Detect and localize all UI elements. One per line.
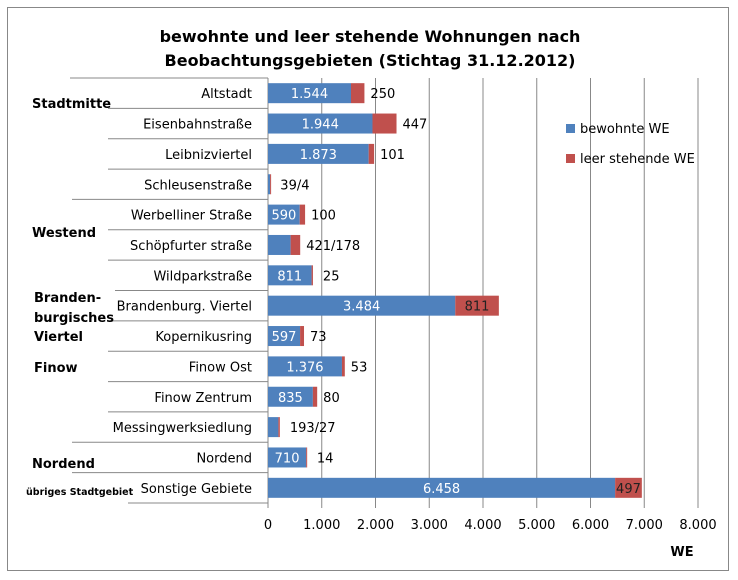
data-label-bewohnte: 811 — [277, 269, 302, 284]
bar-bewohnte — [268, 295, 456, 316]
group-label: Finow — [34, 361, 78, 376]
x-tick-label: 3.000 — [411, 518, 448, 533]
bar-bewohnte — [268, 447, 307, 468]
x-tick-label: 2.000 — [357, 518, 394, 533]
bar-leer — [300, 326, 305, 347]
x-tick-label: 7.000 — [626, 518, 663, 533]
x-tick-label: 5.000 — [518, 518, 555, 533]
bar-bewohnte — [268, 113, 373, 134]
data-label-leer: 497 — [616, 482, 641, 497]
x-axis-label: WE — [670, 545, 693, 560]
group-label: Branden- — [34, 291, 101, 306]
bar-leer — [372, 113, 397, 134]
bar-leer — [368, 143, 375, 164]
group-label: burgisches — [34, 311, 114, 326]
category-label: Messingwerksiedlung — [113, 421, 252, 436]
data-label-leer: 193/27 — [290, 421, 336, 436]
bar-bewohnte — [268, 234, 291, 255]
data-label-leer: 53 — [351, 360, 368, 375]
x-tick-label: 4.000 — [464, 518, 501, 533]
data-label-leer: 101 — [380, 148, 405, 163]
data-label-bewohnte: 590 — [271, 209, 296, 224]
bar-leer — [278, 417, 280, 438]
bar-bewohnte — [268, 83, 351, 104]
category-label: Sonstige Gebiete — [141, 482, 252, 497]
bar-leer — [270, 174, 272, 195]
category-label: Wildparkstraße — [153, 269, 252, 284]
bar-leer — [311, 265, 313, 286]
data-label-bewohnte: 3.484 — [343, 300, 380, 315]
chart-title-line1: bewohnte und leer stehende Wohnungen nac… — [160, 27, 581, 46]
group-label: Nordend — [32, 457, 95, 472]
data-label-leer: 14 — [317, 451, 334, 466]
group-label: Viertel — [34, 330, 83, 345]
category-label: Nordend — [196, 451, 252, 466]
legend-swatch-leer — [566, 154, 575, 163]
category-label: Schöpfurter straße — [130, 239, 252, 254]
data-label-leer: 811 — [465, 300, 490, 315]
chart-title-line2: Beobachtungsgebieten (Stichtag 31.12.201… — [165, 51, 576, 70]
bar-bewohnte — [268, 143, 369, 164]
bar-leer — [290, 234, 301, 255]
bar-bewohnte — [268, 174, 271, 195]
bar-leer — [350, 83, 365, 104]
data-label-leer: 39/4 — [280, 178, 309, 193]
x-tick-label: 1.000 — [303, 518, 340, 533]
category-label: Brandenburg. Viertel — [117, 300, 252, 315]
category-label: Leibnizviertel — [165, 148, 252, 163]
x-tick-label: 8.000 — [679, 518, 716, 533]
bar-bewohnte — [268, 356, 342, 377]
bar-bewohnte — [268, 204, 300, 225]
data-label-bewohnte: 1.944 — [302, 118, 339, 133]
data-label-leer: 250 — [370, 87, 395, 102]
bar-leer — [615, 477, 642, 498]
data-label-leer: 447 — [403, 118, 428, 133]
bar-leer — [306, 447, 308, 468]
data-label-leer: 73 — [310, 330, 327, 345]
bar-leer — [341, 356, 345, 377]
data-label-bewohnte: 835 — [278, 391, 303, 406]
group-label: übriges Stadtgebiet — [26, 487, 134, 498]
category-label: Kopernikusring — [155, 330, 252, 345]
category-label: Schleusenstraße — [144, 178, 252, 193]
bar-bewohnte — [268, 326, 301, 347]
group-label: Westend — [32, 226, 96, 241]
category-label: Werbelliner Straße — [131, 209, 252, 224]
group-label: Stadtmitte — [32, 97, 111, 112]
data-label-bewohnte: 1.873 — [300, 148, 337, 163]
legend-swatch-bewohnte — [566, 124, 575, 133]
legend-label-leer: leer stehende WE — [580, 152, 695, 167]
chart-frame — [7, 7, 729, 571]
bar-leer — [312, 386, 318, 407]
data-label-bewohnte: 1.544 — [291, 87, 328, 102]
data-label-leer: 100 — [311, 209, 336, 224]
bar-bewohnte — [268, 417, 279, 438]
data-label-bewohnte: 6.458 — [423, 482, 460, 497]
bar-bewohnte — [268, 265, 312, 286]
bar-bewohnte — [268, 477, 616, 498]
category-label: Finow Ost — [189, 360, 252, 375]
data-label-leer: 421/178 — [306, 239, 360, 254]
category-label: Altstadt — [201, 87, 252, 102]
data-label-bewohnte: 710 — [275, 451, 300, 466]
data-label-bewohnte: 597 — [272, 330, 297, 345]
data-label-leer: 80 — [323, 391, 340, 406]
bar-leer — [299, 204, 306, 225]
category-label: Eisenbahnstraße — [143, 118, 252, 133]
x-tick-label: 0 — [264, 518, 272, 533]
category-label: Finow Zentrum — [154, 391, 252, 406]
data-label-leer: 25 — [323, 269, 340, 284]
data-label-bewohnte: 1.376 — [286, 360, 323, 375]
bar-leer — [455, 295, 499, 316]
x-tick-label: 6.000 — [572, 518, 609, 533]
legend-label-bewohnte: bewohnte WE — [580, 122, 670, 137]
bar-bewohnte — [268, 386, 313, 407]
